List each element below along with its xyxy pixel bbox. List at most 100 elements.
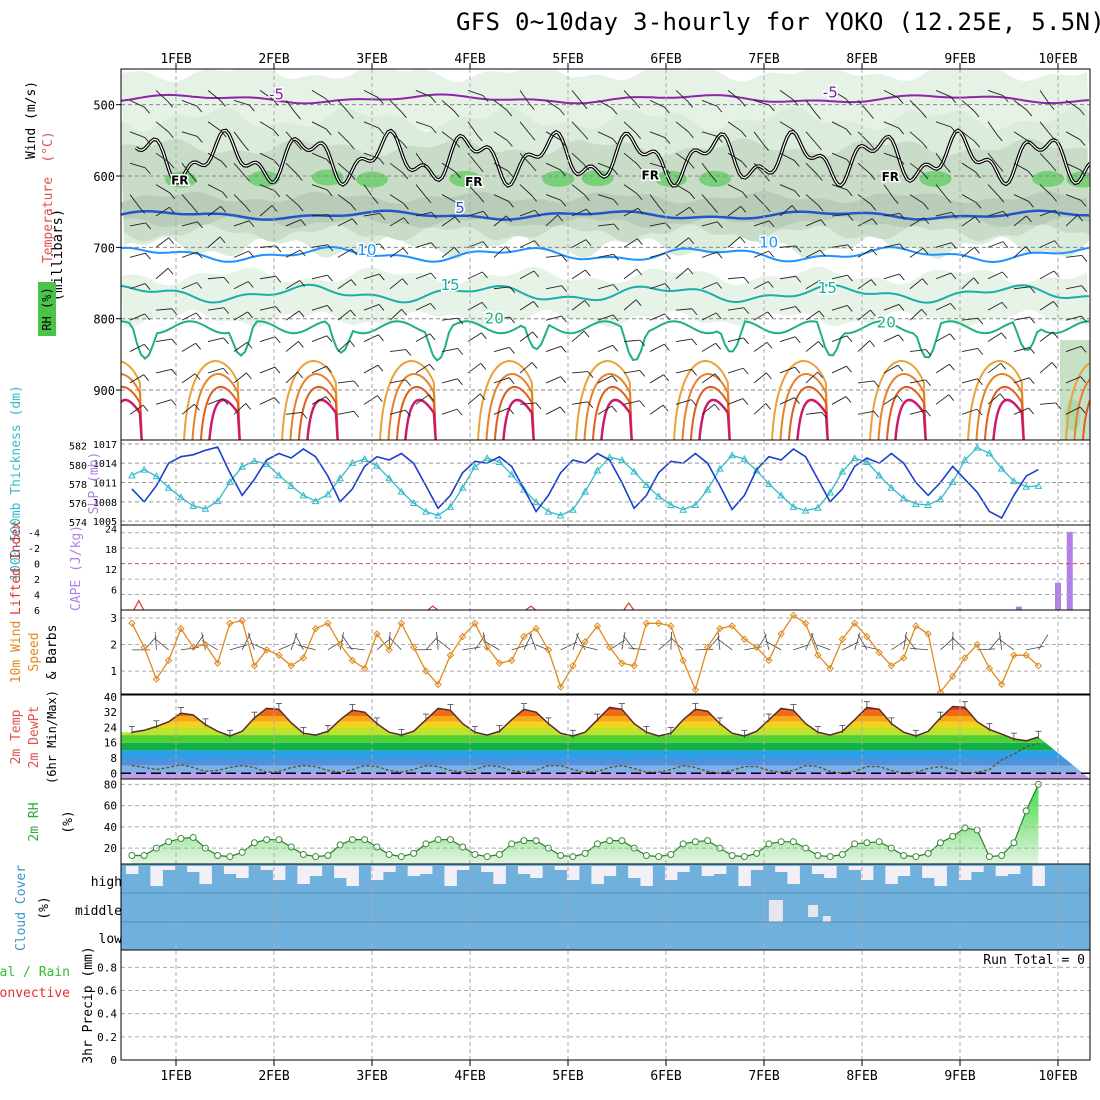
cloud-gap [223, 866, 237, 874]
wind-barb [779, 184, 795, 192]
wind-barb [727, 276, 744, 280]
wind-barb-flag [428, 394, 435, 401]
wind-barb-flag [637, 238, 643, 245]
rh2m-point [936, 839, 944, 847]
date-label-bottom: 4FEB [454, 1069, 485, 1084]
wind-barb [129, 99, 145, 108]
wind-barb [805, 194, 819, 206]
wind-barb [571, 121, 584, 134]
wind-barb [987, 121, 998, 136]
wind-barb [233, 99, 250, 106]
wind-barb [129, 343, 145, 352]
wind-barb-flag [509, 316, 516, 324]
wind-barb-10m [951, 637, 966, 651]
wind10m-point [716, 624, 724, 633]
wind-barb [623, 121, 637, 134]
wind-barb-flag [431, 212, 437, 219]
cloud-gap [922, 866, 935, 878]
wind-barb [571, 184, 585, 195]
wind-barb-flag [897, 364, 904, 372]
wind-barb-flag [925, 379, 932, 387]
rh2m-point [973, 826, 981, 834]
wind-barb-flag [275, 245, 282, 253]
wind-barb-flag [743, 277, 750, 284]
wind-barb-flag [585, 269, 591, 277]
wind-barb [363, 121, 379, 129]
wind-barb [571, 90, 583, 104]
wind-barb [727, 152, 742, 162]
wind-barb [1039, 152, 1052, 166]
wind-barb-flag [429, 363, 435, 371]
wind-barb-flag [636, 162, 642, 170]
wind-barb-flag [1027, 140, 1033, 147]
boundary-layer-contour [796, 398, 829, 440]
wind-barb [545, 254, 562, 258]
wind-barb [1065, 406, 1081, 415]
thickness-point [814, 503, 822, 511]
wind-barb-flag [144, 283, 151, 290]
rh2m-point [851, 840, 859, 848]
wind-barb-flag [794, 336, 801, 344]
rh2m-point [814, 852, 822, 859]
wind-barb-flag [664, 106, 670, 114]
date-label-top: 6FEB [650, 52, 681, 67]
wind-barb [805, 341, 819, 352]
cloud-gap [738, 866, 751, 886]
rh2m-point [581, 849, 589, 857]
wind-barb [311, 365, 327, 374]
wind-barb [623, 238, 638, 248]
tick-label: 0.2 [97, 1031, 117, 1044]
wind-barb-flag [794, 190, 801, 198]
wind-barb-flag [898, 158, 905, 165]
wind-barb [467, 210, 484, 217]
axis-label: (millibars) [50, 209, 66, 302]
wind-barb [389, 349, 406, 352]
wind10m-point [299, 654, 308, 662]
wind10m-point [152, 675, 161, 683]
contour-label: FR [882, 170, 899, 184]
date-label-top: 5FEB [552, 52, 583, 67]
wind-barb-flag [403, 203, 409, 210]
wind-barb [909, 100, 922, 113]
wind-barb [415, 121, 432, 128]
wind-barb [987, 184, 1000, 197]
boundary-layer-contour [121, 373, 143, 440]
rh2m-point [557, 852, 565, 859]
rh2m-point [361, 836, 369, 844]
wind10m-point [679, 656, 687, 665]
wind-barb-flag [559, 139, 566, 146]
wind-barb-flag [846, 305, 853, 312]
wind-barb-10m [622, 635, 635, 651]
wind-barb [857, 279, 872, 290]
wind-barb-flag [740, 206, 747, 213]
wind-barb [337, 309, 351, 321]
wind-barb [649, 343, 665, 352]
wind-barb [675, 338, 692, 342]
boundary-layer-contour [975, 373, 1025, 440]
boundary-layer-contour [1073, 378, 1090, 440]
wind-barb-flag [509, 347, 515, 354]
wind-barb-10m [1038, 634, 1049, 651]
wind-barb-flag [247, 311, 254, 319]
wind-barb [571, 300, 586, 311]
wind-barb [649, 194, 660, 208]
wind-barb-flag [1029, 316, 1036, 324]
wind-barb-flag [167, 101, 174, 108]
wind-barb [363, 213, 380, 217]
wind-barb [233, 220, 250, 227]
wind-barb-10m [154, 638, 169, 651]
wind-barb-flag [584, 300, 591, 307]
wind-barb [571, 371, 588, 374]
temp-band [121, 721, 1090, 728]
wind-barb-flag [974, 247, 980, 254]
wind-barb-flag [273, 129, 280, 137]
rh-legend-swatch [38, 282, 56, 336]
rh-high-blob [542, 170, 575, 187]
date-label-bottom: 7FEB [748, 1069, 779, 1084]
wind-barb [155, 152, 170, 163]
cloud-gap [150, 866, 163, 886]
wind-barb [493, 286, 510, 290]
wind-barb-flag [973, 277, 980, 285]
wind10m-point [213, 659, 222, 667]
wind-barb [493, 407, 509, 415]
